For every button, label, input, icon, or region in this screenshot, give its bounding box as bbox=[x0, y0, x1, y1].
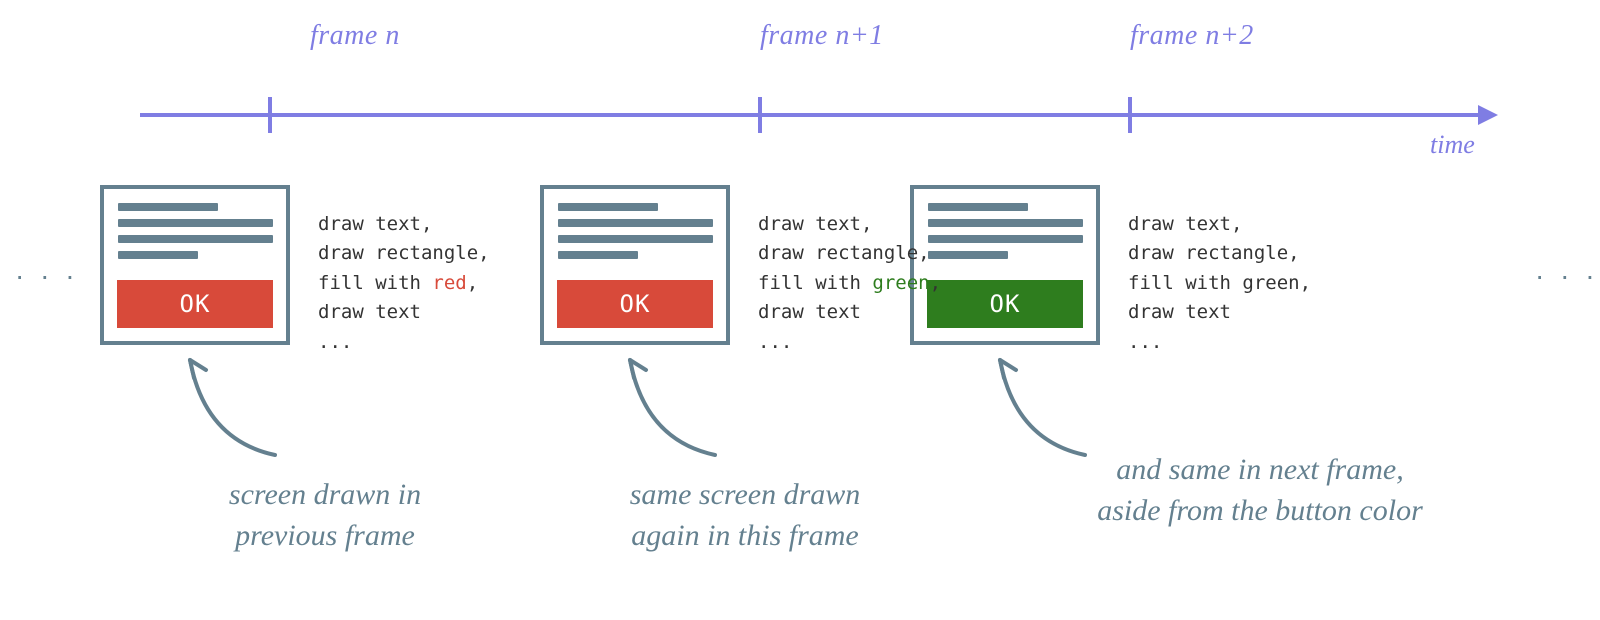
annotation-0: screen drawn inprevious frame bbox=[135, 475, 515, 556]
annotation-line: same screen drawn bbox=[535, 475, 955, 516]
annotation-line: again in this frame bbox=[535, 516, 955, 557]
annotation-2: and same in next frame,aside from the bu… bbox=[920, 450, 1600, 531]
annotation-1: same screen drawnagain in this frame bbox=[535, 475, 955, 556]
annotation-line: screen drawn in bbox=[135, 475, 515, 516]
annotation-line: and same in next frame, bbox=[920, 450, 1600, 491]
annotation-line: aside from the button color bbox=[920, 491, 1600, 532]
annotation-line: previous frame bbox=[135, 516, 515, 557]
